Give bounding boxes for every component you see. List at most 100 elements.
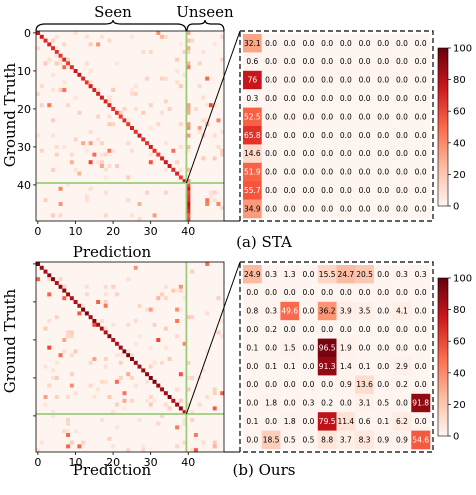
zoom-cell (336, 107, 356, 127)
overview-cell (73, 137, 78, 142)
zoom-cell (317, 265, 337, 284)
zoom-cell (392, 412, 412, 431)
zoom-cell (280, 126, 300, 145)
overview-cell (39, 148, 44, 153)
zoom-cell-label: 51.9 (244, 168, 261, 177)
zoom-cell-label: 0.0 (284, 131, 296, 140)
zoom-cell (280, 265, 300, 284)
zoom-cell-label: 34.9 (244, 204, 261, 213)
overview-cell (58, 61, 63, 66)
zoom-cell (355, 126, 375, 145)
overview-cell (152, 148, 157, 153)
overview-cell (58, 88, 63, 92)
zoom-cell-label: 0.0 (340, 186, 352, 195)
zoom-cell-label: 0.0 (246, 435, 258, 444)
zoom-cell-label: 0.0 (284, 186, 296, 195)
overview-cell (92, 322, 97, 327)
zoom-cell (317, 393, 337, 413)
overview-cell (130, 213, 134, 218)
zoom-cell-label: 0.1 (265, 362, 277, 371)
zoom-cell-label: 0.0 (265, 39, 277, 48)
zoom-cell (373, 70, 393, 90)
zoom-cell (243, 52, 262, 72)
overview-cell (126, 448, 131, 453)
overview-cell (186, 38, 191, 43)
zoom-cell-label: 3.5 (359, 307, 371, 316)
overview-cell (182, 410, 187, 415)
overview-cell (141, 110, 146, 115)
zoom-cell-label: 0.0 (302, 149, 314, 158)
zoom-cell (336, 320, 356, 339)
overview-cell (220, 334, 225, 339)
overview-cell (58, 284, 63, 289)
zoom-cell (317, 320, 337, 339)
x-tick-label: 20 (106, 456, 120, 469)
zoom-cell (261, 393, 281, 413)
overview-cell (133, 341, 138, 346)
overview-cell (47, 319, 52, 323)
overview-cell (186, 205, 191, 210)
zoom-cell-label: 0.0 (321, 204, 333, 213)
overview-cell (122, 107, 127, 111)
zoom-cell-label: 0.0 (321, 39, 333, 48)
zoom-cell (317, 70, 337, 90)
zoom-cell-label: 0.0 (415, 131, 427, 140)
overview-cell (175, 387, 180, 392)
overview-cell (148, 307, 153, 312)
overview-cell (88, 42, 93, 47)
overview-cell (216, 145, 221, 149)
zoom-cell-label: 0.0 (415, 343, 427, 352)
zoom-cell (411, 375, 431, 395)
zoom-cell (299, 283, 319, 303)
x-tick-label: 10 (68, 456, 82, 469)
overview-cell (58, 353, 63, 358)
zoom-cell (243, 181, 262, 200)
zoom-cell (373, 52, 393, 72)
overview-cell (141, 368, 146, 373)
zoom-cell-label: 0.1 (246, 343, 258, 352)
colorbar-ours: 0 20 40 60 80 100 (437, 274, 472, 443)
colorbar-tick-label: 0 (453, 202, 459, 213)
overview-cell (73, 349, 78, 354)
zoom-cell-label: 0.0 (340, 399, 352, 408)
zoom-cell-label: 0.0 (396, 399, 408, 408)
zoom-cell-label: 24.7 (337, 270, 354, 279)
zoom-cell-label: 0.0 (415, 76, 427, 85)
overview-cell (163, 296, 168, 301)
overview-cell (137, 202, 142, 206)
zoom-cell-label: 1.9 (340, 343, 352, 352)
zoom-cell-label: 0.0 (359, 131, 371, 140)
colorbar-tick-label: 40 (453, 368, 466, 379)
zoom-cell-label: 0.0 (377, 186, 389, 195)
zoom-cell (280, 320, 300, 339)
zoom-cell-label: 0.0 (396, 149, 408, 158)
zoom-cell-label: 0.0 (396, 112, 408, 121)
overview-cell (66, 433, 71, 437)
zoom-cell (336, 338, 356, 358)
overview-cell (220, 34, 225, 39)
overview-cell (163, 402, 168, 407)
overview-cell (114, 292, 119, 297)
zoom-cell-label: 1.8 (265, 399, 277, 408)
overview-cell (148, 364, 153, 369)
zoom-cell-label: 14.6 (244, 149, 261, 158)
overview-cell (137, 334, 142, 339)
overview-cell (141, 444, 146, 449)
overview-cell (145, 398, 149, 403)
overview-cell (69, 440, 74, 445)
zoom-cell-label: 0.9 (340, 380, 352, 389)
zoom-cell (355, 199, 375, 219)
zoom-cell-label: 0.0 (284, 399, 296, 408)
zoom-cell-label: 0.0 (302, 325, 314, 334)
zoom-cell (299, 144, 319, 164)
overview-cell (73, 167, 78, 172)
overview-cell (54, 281, 59, 285)
overview-cell (58, 277, 63, 282)
overview-cell (190, 38, 195, 43)
overview-cell (220, 148, 225, 153)
overview-cell (205, 349, 210, 354)
overview-cell (205, 103, 210, 108)
overview-cell (58, 53, 63, 58)
zoom-cell (261, 265, 281, 284)
overview-cell (66, 103, 71, 108)
